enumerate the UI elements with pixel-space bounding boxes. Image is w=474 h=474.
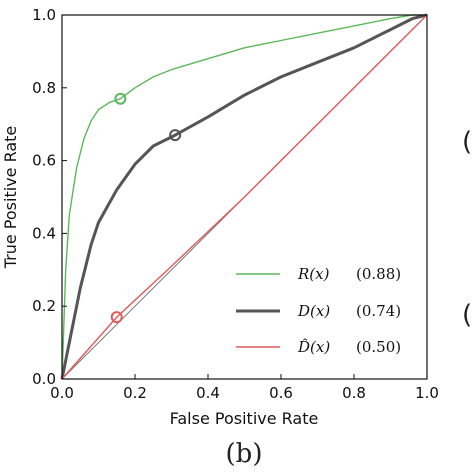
series-line-d — [60, 13, 428, 380]
legend-auc-r: (0.88) — [356, 265, 401, 283]
legend-label-r: R(x) — [297, 265, 330, 283]
legend-label-dhat: D̂(x) — [297, 338, 330, 356]
legend-auc-dhat: (0.50) — [356, 338, 401, 356]
panel-label: (b) — [226, 439, 263, 469]
series-layer — [60, 13, 428, 380]
operating-point-marker-d — [169, 129, 182, 142]
legend-label-d: D(x) — [297, 302, 330, 320]
y-tick-label: 0.8 — [32, 79, 56, 97]
y-tick-label: 0.2 — [32, 297, 56, 315]
y-axis-label: True Positive Rate — [1, 126, 20, 270]
x-tick-label: 0.0 — [50, 384, 74, 402]
series-line-r — [61, 14, 427, 380]
x-tick-label: 0.6 — [269, 384, 293, 402]
x-tick-label: 0.4 — [196, 384, 220, 402]
operating-point-marker-r — [114, 92, 127, 105]
legend-auc-d: (0.74) — [356, 302, 401, 320]
y-tick-label: 0.0 — [32, 370, 56, 388]
x-axis-label: False Positive Rate — [170, 409, 319, 428]
plot-frame — [61, 14, 428, 380]
ticks-layer: 0.0 0.2 0.4 0.6 0.8 1.0 0.0 0.2 0.4 0.6 0.8 1.0 — [32, 6, 439, 402]
x-tick-label: 0.2 — [123, 384, 147, 402]
y-tick-label: 0.4 — [32, 224, 56, 242]
legend: R(x) (0.88) D(x) (0.74) D̂(x) (0.50) — [236, 265, 401, 356]
x-tick-label: 1.0 — [415, 384, 439, 402]
series-line-dhat — [61, 14, 428, 380]
operating-point-marker-dhat — [110, 311, 123, 324]
x-tick-label: 0.8 — [342, 384, 366, 402]
edge-glyph-lower: ( — [462, 300, 472, 330]
edge-glyph-upper: ( — [462, 127, 472, 157]
y-tick-label: 0.6 — [32, 152, 56, 170]
y-tick-label: 1.0 — [32, 6, 56, 24]
